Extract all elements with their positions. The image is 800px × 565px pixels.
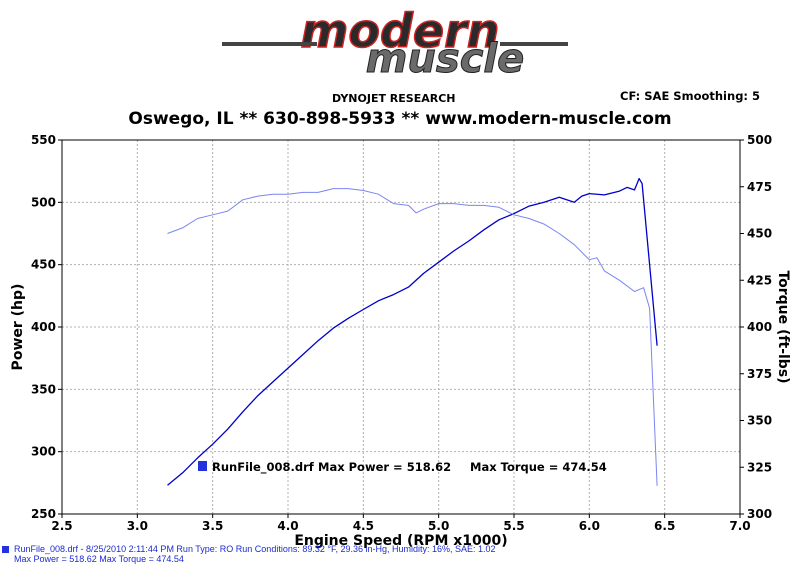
x-tick-label: 7.0 xyxy=(729,519,750,533)
x-tick-label: 4.5 xyxy=(353,519,374,533)
torque-series-line xyxy=(167,188,658,486)
y-left-tick-label: 300 xyxy=(31,445,56,459)
logo-stripe-right xyxy=(500,42,568,46)
y-right-tick-label: 300 xyxy=(747,507,772,521)
logo-word-muscle: muscle xyxy=(366,36,525,80)
y-left-tick-label: 500 xyxy=(31,195,56,209)
x-tick-label: 6.0 xyxy=(579,519,600,533)
y-left-tick-label: 350 xyxy=(31,382,56,396)
y-right-tick-label: 450 xyxy=(747,227,772,241)
y-right-tick-label: 425 xyxy=(747,273,772,287)
y-right-tick-label: 400 xyxy=(747,320,772,334)
x-tick-label: 3.5 xyxy=(202,519,223,533)
y-right-tick-label: 375 xyxy=(747,367,772,381)
x-tick-label: 4.0 xyxy=(277,519,298,533)
annotation-max-power: Max Power = 518.62 xyxy=(318,460,451,474)
company-name: DYNOJET RESEARCH xyxy=(332,92,456,105)
y-left-tick-label: 450 xyxy=(31,258,56,272)
logo-stripe-left xyxy=(222,42,317,46)
y-left-tick-label: 550 xyxy=(31,133,56,147)
footer-line-2: Max Power = 518.62 Max Torque = 474.54 xyxy=(14,554,184,564)
chart-subtitle: Oswego, IL ** 630-898-5933 ** www.modern… xyxy=(128,109,672,129)
correction-factor: CF: SAE Smoothing: 5 xyxy=(620,89,761,103)
footer-line-1: RunFile_008.drf - 8/25/2010 2:11:44 PM R… xyxy=(14,544,496,554)
annotation-file: RunFile_008.drf xyxy=(212,460,315,475)
annotation-max-torque: Max Torque = 474.54 xyxy=(470,460,607,474)
logo-word-modern: modern xyxy=(300,4,499,58)
footer-legend-swatch xyxy=(2,546,9,553)
x-tick-label: 5.5 xyxy=(503,519,524,533)
x-tick-label: 5.0 xyxy=(428,519,449,533)
annotation-swatch xyxy=(198,461,207,471)
y-right-tick-label: 500 xyxy=(747,133,772,147)
x-tick-label: 3.0 xyxy=(127,519,148,533)
x-axis-label: Engine Speed (RPM x1000) xyxy=(294,533,507,549)
y-right-tick-label: 475 xyxy=(747,180,772,194)
x-tick-label: 2.5 xyxy=(51,519,72,533)
power-series-line xyxy=(167,177,658,486)
y-axis-left-label: Power (hp) xyxy=(10,284,26,371)
x-tick-label: 6.5 xyxy=(654,519,675,533)
y-left-tick-label: 250 xyxy=(31,507,56,521)
modern-muscle-logo: modern muscle xyxy=(222,3,568,80)
y-right-tick-label: 350 xyxy=(747,414,772,428)
run-info-footer: RunFile_008.drf - 8/25/2010 2:11:44 PM R… xyxy=(14,544,496,564)
y-right-tick-label: 325 xyxy=(747,460,772,474)
y-left-tick-label: 400 xyxy=(31,320,56,334)
y-axis-right-label: Torque (ft-lbs) xyxy=(775,270,791,383)
